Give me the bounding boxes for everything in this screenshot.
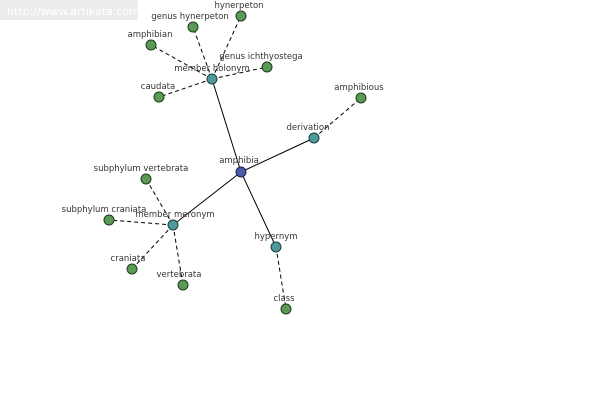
- node: [235, 10, 247, 22]
- node-label: hynerpeton: [214, 1, 263, 11]
- watermark: http://www.artikata.com: [7, 5, 140, 18]
- node: [270, 241, 282, 253]
- node-label: genus ichthyostega: [219, 52, 303, 62]
- node: [280, 303, 292, 315]
- node: [187, 21, 199, 33]
- node: [261, 61, 273, 73]
- edge: [172, 224, 184, 286]
- labels: amphibia member holonym derivation membe…: [62, 1, 385, 304]
- edge: [131, 224, 174, 270]
- node-label: derivation: [286, 123, 329, 133]
- node-label: craniata: [111, 254, 146, 264]
- node-label: subphylum craniata: [62, 205, 147, 215]
- node-label: genus hynerpeton: [151, 12, 229, 22]
- node-label: amphibian: [128, 30, 173, 40]
- node-label: hypernym: [254, 232, 297, 242]
- edge: [158, 78, 213, 98]
- node-label: member holonym: [174, 64, 249, 74]
- node: [355, 92, 367, 104]
- node: [126, 263, 138, 275]
- node-label: member meronym: [135, 210, 214, 220]
- edge: [240, 171, 277, 248]
- node-label: amphibious: [334, 83, 384, 93]
- node: [140, 173, 152, 185]
- edge: [192, 26, 213, 80]
- node-label: subphylum vertebrata: [94, 164, 189, 174]
- edges: [108, 15, 362, 310]
- watermark-box: [0, 0, 138, 20]
- edge: [211, 15, 242, 80]
- node-label: class: [273, 294, 295, 304]
- node: [235, 166, 247, 178]
- node: [177, 279, 189, 291]
- node-label: amphibia: [219, 156, 259, 166]
- edge: [145, 178, 174, 226]
- node: [103, 214, 115, 226]
- edge: [275, 246, 287, 310]
- edge: [172, 171, 242, 226]
- node: [206, 73, 218, 85]
- edge: [240, 137, 315, 173]
- node: [308, 132, 320, 144]
- nodes: [103, 10, 367, 315]
- edge: [211, 66, 268, 80]
- node-label: vertebrata: [157, 270, 202, 280]
- node: [145, 39, 157, 51]
- node: [167, 219, 179, 231]
- node-label: caudata: [141, 82, 175, 92]
- edge: [150, 44, 213, 80]
- edge: [313, 97, 362, 139]
- node: [153, 91, 165, 103]
- edge: [211, 78, 242, 173]
- edge: [108, 219, 174, 226]
